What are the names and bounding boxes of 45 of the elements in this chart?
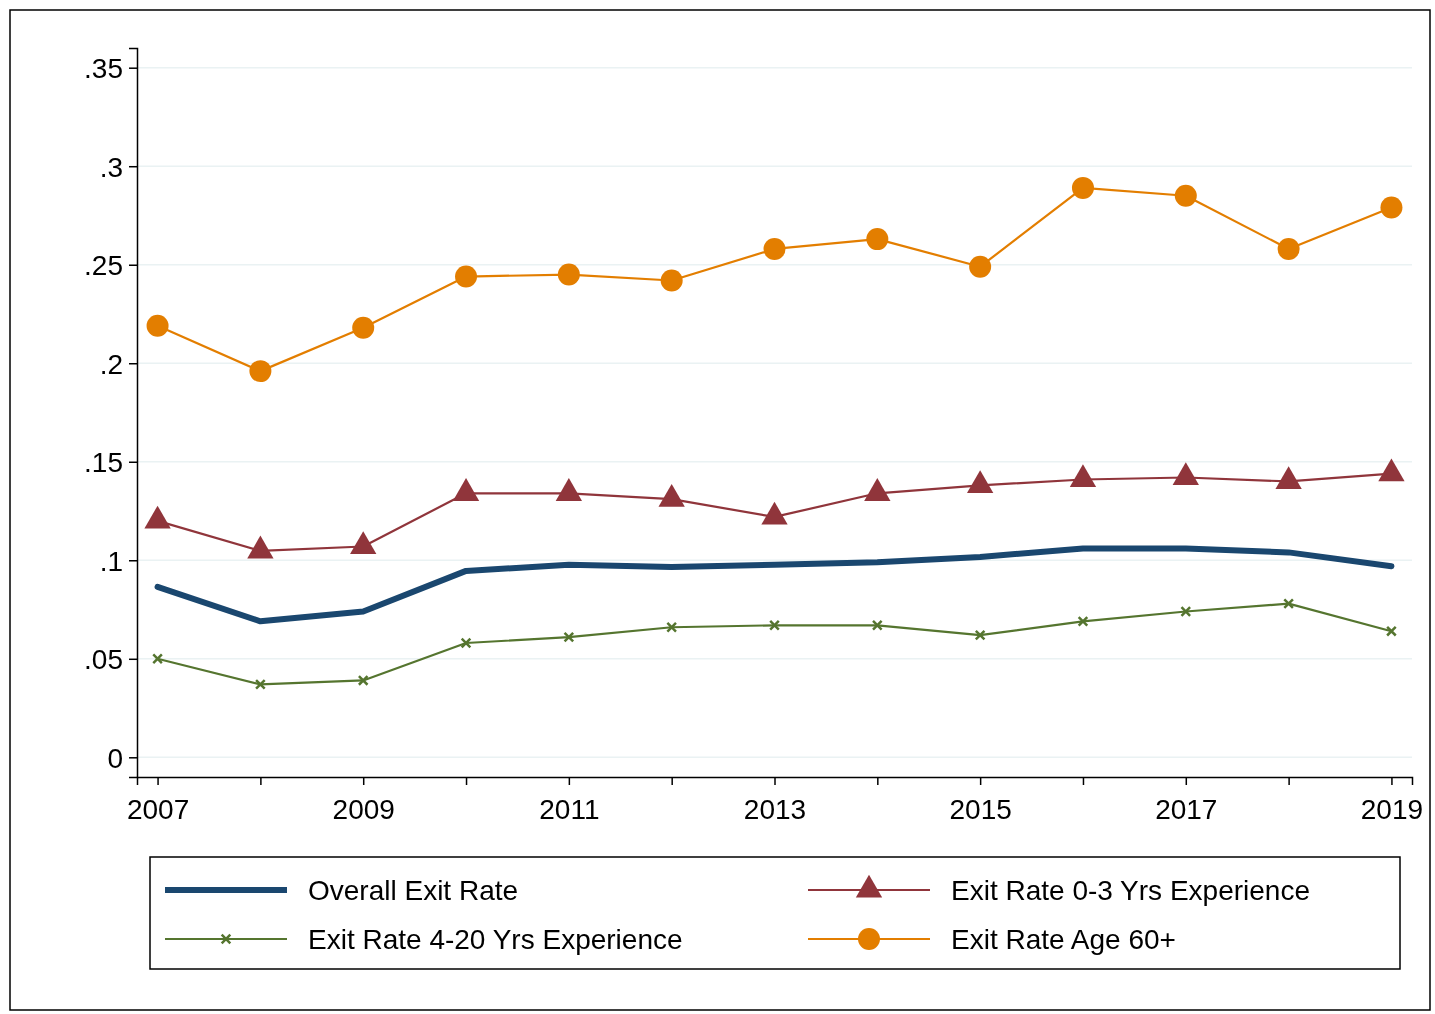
point [969, 255, 992, 278]
x-tick-label: 2019 [1360, 793, 1424, 825]
x-tick-label: 2011 [539, 793, 600, 825]
y-tick-label: 0 [107, 742, 123, 774]
point [352, 316, 375, 339]
point [768, 619, 781, 631]
point [871, 619, 883, 631]
point [1174, 184, 1197, 207]
point [1071, 176, 1094, 199]
point [1180, 605, 1192, 618]
point [357, 674, 369, 687]
point [254, 678, 266, 690]
y-tick-label: .15 [84, 447, 123, 479]
y-tick-label: .2 [99, 348, 123, 380]
point [152, 653, 164, 665]
point [866, 228, 889, 251]
point [660, 269, 683, 292]
point [1283, 598, 1295, 610]
legend-label: Overall Exit Rate [308, 874, 519, 906]
x-tick-label: 2013 [743, 793, 807, 825]
x-tick-label: 2007 [126, 793, 190, 825]
y-tick-label: .25 [84, 250, 123, 282]
point [1277, 237, 1300, 260]
point [1380, 196, 1403, 219]
legend-label: Exit Rate 0-3 Yrs Experience [951, 874, 1310, 906]
point [974, 629, 986, 641]
point [1385, 625, 1397, 637]
point [666, 621, 678, 633]
point [763, 237, 786, 260]
legend-label: Exit Rate Age 60+ [951, 923, 1176, 955]
point [249, 360, 272, 383]
point [563, 631, 575, 643]
y-tick-label: .1 [99, 545, 123, 577]
y-tick-label: .35 [84, 53, 123, 84]
point [146, 314, 169, 337]
point [1077, 615, 1089, 627]
point [455, 265, 478, 288]
y-tick-label: .3 [99, 151, 123, 183]
x-tick-label: 2017 [1155, 793, 1218, 825]
x-tick-label: 2015 [949, 793, 1012, 825]
y-tick-label: .05 [84, 644, 123, 676]
point [557, 263, 580, 286]
point [460, 637, 472, 649]
x-tick-label: 2009 [332, 793, 395, 825]
legend-label: Exit Rate 4-20 Yrs Experience [308, 923, 683, 955]
